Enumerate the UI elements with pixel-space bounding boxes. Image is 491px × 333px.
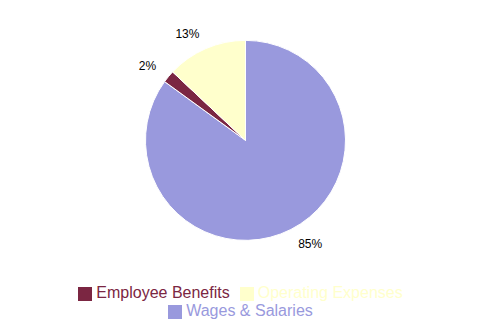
html-text:Operating Expenses: Operating Expenses bbox=[257, 284, 403, 301]
html-text:Wages & Salaries: Wages & Salaries bbox=[186, 302, 313, 319]
svg-text:13%: 13% bbox=[175, 27, 199, 41]
svg-text:85%: 85% bbox=[298, 237, 322, 251]
html-text:Employee Benefits: Employee Benefits bbox=[96, 284, 230, 301]
svg-text:2%: 2% bbox=[139, 59, 157, 73]
